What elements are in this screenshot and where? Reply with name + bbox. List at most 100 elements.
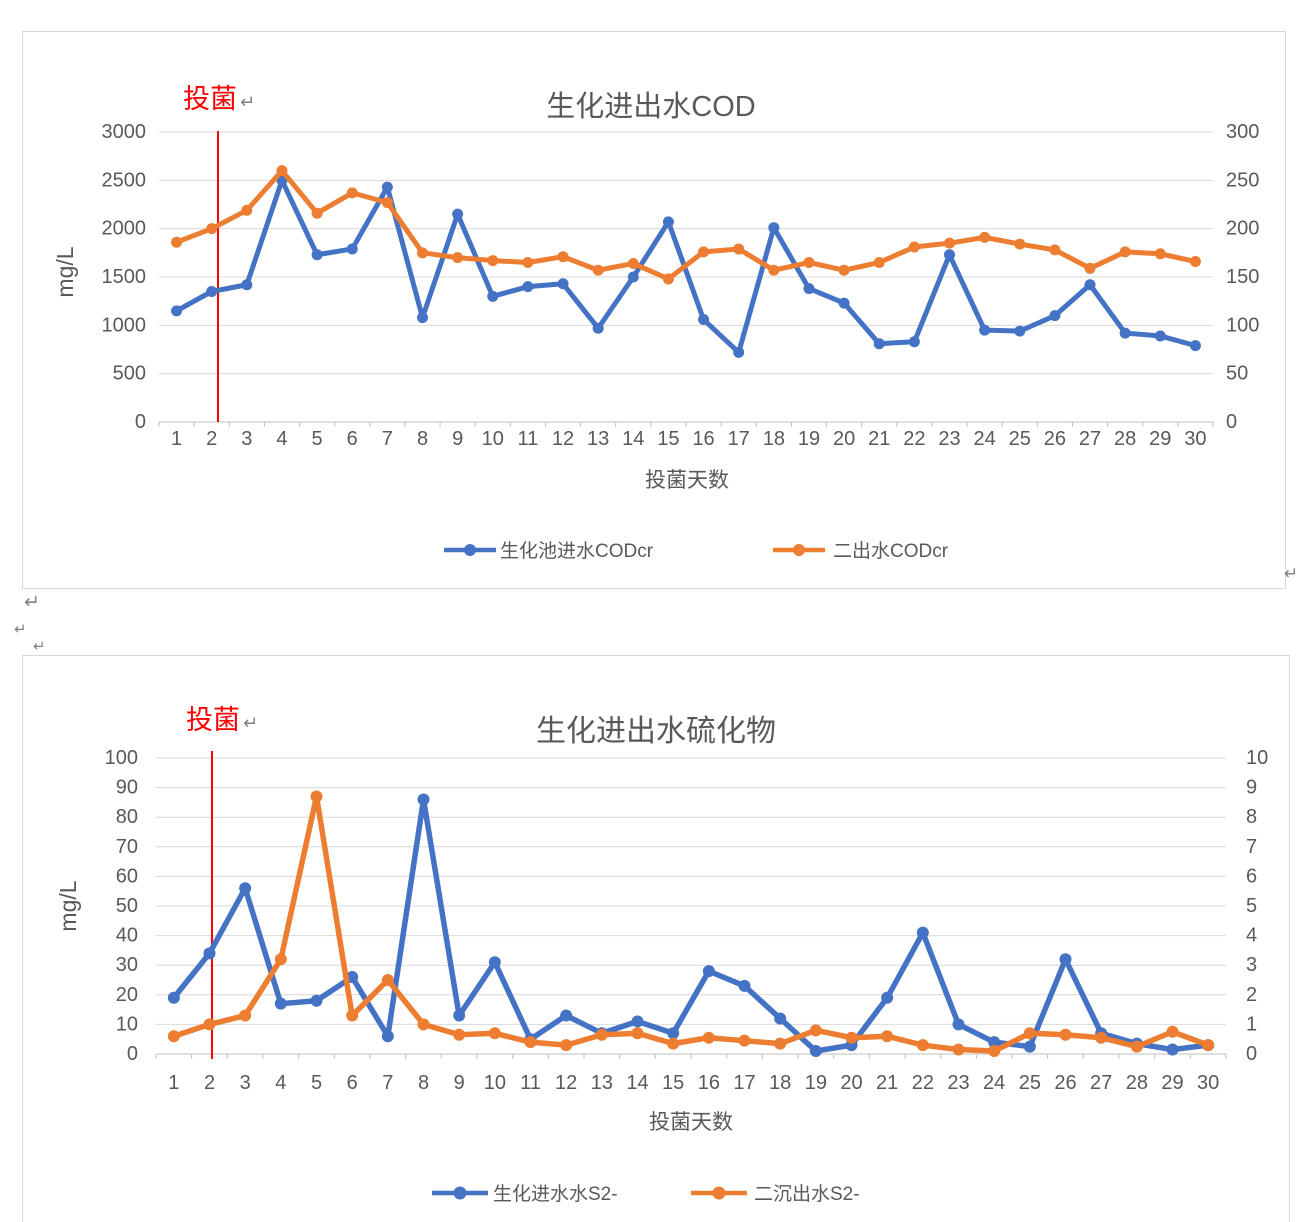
series-point bbox=[452, 252, 464, 264]
legend-marker bbox=[464, 544, 476, 556]
y-left-tick-label: 50 bbox=[116, 895, 138, 917]
x-tick-label: 21 bbox=[868, 428, 890, 450]
series-point bbox=[733, 243, 745, 255]
y-right-tick-label: 8 bbox=[1246, 806, 1257, 828]
series-point bbox=[560, 1039, 573, 1052]
x-tick-label: 16 bbox=[692, 428, 714, 450]
y-right-tick-label: 300 bbox=[1226, 121, 1259, 143]
series-point bbox=[488, 956, 501, 969]
series-point bbox=[809, 1045, 822, 1058]
series-point bbox=[698, 246, 710, 258]
series-point bbox=[979, 324, 991, 336]
x-tick-label: 20 bbox=[833, 428, 855, 450]
series-point bbox=[595, 1028, 608, 1041]
x-tick-label: 20 bbox=[840, 1072, 862, 1094]
x-tick-label: 4 bbox=[275, 1072, 286, 1094]
series-point bbox=[1130, 1040, 1143, 1053]
series-point bbox=[274, 997, 287, 1010]
series-point bbox=[809, 1024, 822, 1037]
y-left-tick-label: 20 bbox=[116, 984, 138, 1006]
series-point bbox=[1014, 325, 1026, 337]
series-point bbox=[1189, 256, 1201, 268]
series-point bbox=[417, 247, 428, 259]
series-point bbox=[452, 208, 464, 220]
x-tick-label: 5 bbox=[312, 428, 323, 450]
series-point bbox=[1049, 244, 1061, 256]
y-right-tick-label: 100 bbox=[1226, 314, 1259, 336]
series-point bbox=[417, 1018, 430, 1031]
y-right-tick-label: 0 bbox=[1226, 411, 1237, 433]
series-point bbox=[979, 231, 991, 243]
x-tick-label: 25 bbox=[1019, 1072, 1041, 1094]
y-left-tick-label: 40 bbox=[116, 925, 138, 947]
legend-marker bbox=[453, 1186, 467, 1200]
y-right-tick-label: 50 bbox=[1226, 363, 1248, 385]
series-point bbox=[487, 290, 499, 302]
series-point bbox=[838, 264, 850, 276]
x-tick-label: 9 bbox=[452, 428, 463, 450]
x-tick-label: 11 bbox=[518, 428, 539, 450]
series-point bbox=[698, 314, 710, 326]
series-point bbox=[873, 257, 885, 268]
series-point bbox=[627, 257, 639, 269]
legend-label: 生化池进水CODcr bbox=[500, 540, 654, 562]
series-point bbox=[239, 1009, 252, 1022]
x-tick-label: 21 bbox=[876, 1072, 898, 1094]
chart-title: 生化进出水硫化物 bbox=[536, 715, 776, 748]
series-point bbox=[381, 197, 393, 209]
series-point bbox=[838, 297, 850, 309]
annotation-label: 投菌 ↵ bbox=[186, 705, 258, 735]
legend-label: 二沉出水S2- bbox=[754, 1183, 860, 1205]
series-point bbox=[738, 979, 751, 992]
series-line-1 bbox=[174, 168, 1198, 282]
x-tick-label: 3 bbox=[240, 1072, 251, 1094]
y-left-tick-label: 2500 bbox=[102, 169, 147, 191]
x-tick-label: 1 bbox=[171, 428, 182, 450]
series-point bbox=[311, 249, 323, 261]
x-tick-label: 16 bbox=[698, 1072, 720, 1094]
series-point bbox=[916, 1039, 929, 1052]
y-left-tick-label: 3000 bbox=[102, 121, 147, 143]
series-point bbox=[522, 281, 534, 293]
paragraph-mark: ↵ bbox=[14, 621, 27, 638]
x-tick-label: 15 bbox=[657, 428, 679, 450]
sulfide-chart-object[interactable]: 0 0 10 1 20 2 30 3 40 4 50 5 60 6 70 7 80 8 90 9 100 10 生化进出水硫… bbox=[22, 655, 1290, 1222]
series-point bbox=[908, 336, 920, 348]
y-right-tick-label: 1 bbox=[1246, 1013, 1257, 1035]
x-tick-label: 26 bbox=[1044, 428, 1066, 450]
series-point bbox=[667, 1027, 680, 1040]
x-tick-label: 22 bbox=[912, 1072, 934, 1094]
series-point bbox=[1119, 327, 1131, 339]
series-point bbox=[845, 1031, 858, 1044]
y-right-tick-label: 9 bbox=[1246, 777, 1257, 799]
paragraph-mark: ↵ bbox=[33, 638, 46, 655]
series-point bbox=[738, 1034, 751, 1047]
x-tick-label: 11 bbox=[520, 1072, 541, 1094]
series-point bbox=[1014, 238, 1026, 250]
series-point bbox=[381, 974, 394, 986]
series-point bbox=[522, 257, 534, 268]
x-tick-label: 1 bbox=[168, 1072, 179, 1094]
paragraph-mark: ↵ bbox=[243, 713, 258, 733]
x-tick-label: 4 bbox=[276, 428, 287, 450]
series-point bbox=[1049, 310, 1061, 322]
x-tick-label: 6 bbox=[347, 1072, 358, 1094]
series-point bbox=[803, 257, 815, 268]
series-point bbox=[1059, 1028, 1072, 1041]
series-point bbox=[881, 1030, 894, 1043]
series-point bbox=[768, 264, 780, 276]
x-tick-label: 17 bbox=[733, 1072, 755, 1094]
x-tick-label: 8 bbox=[417, 428, 428, 450]
series-point bbox=[239, 882, 252, 895]
y-right-tick-label: 3 bbox=[1246, 954, 1257, 976]
y-left-tick-label: 2000 bbox=[102, 218, 147, 240]
x-tick-label: 8 bbox=[418, 1072, 429, 1094]
series-point bbox=[310, 994, 323, 1007]
series-point bbox=[952, 1018, 965, 1031]
series-point bbox=[203, 1018, 216, 1031]
paragraph-mark: ↵ bbox=[1284, 564, 1296, 583]
cod-chart-object[interactable]: 0 0 500 50 1000 100 1500 150 2000 200 2500 250 3000 3… bbox=[22, 31, 1286, 589]
y-right-tick-label: 200 bbox=[1226, 218, 1259, 240]
series-point bbox=[627, 271, 639, 283]
